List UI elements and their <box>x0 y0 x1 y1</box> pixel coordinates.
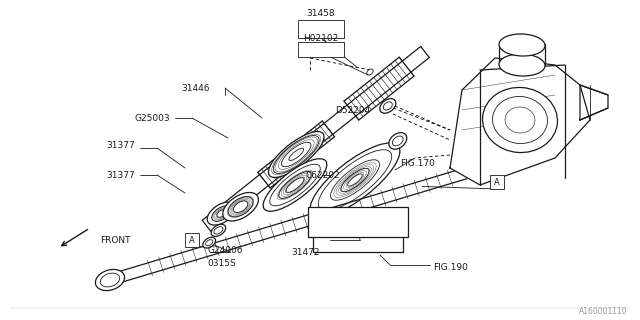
Text: G25003: G25003 <box>134 114 170 123</box>
Text: FIG.190: FIG.190 <box>433 263 468 273</box>
Text: D52204: D52204 <box>335 106 371 115</box>
Text: FIG.170: FIG.170 <box>400 158 435 167</box>
Text: 31446: 31446 <box>182 84 210 92</box>
Bar <box>308 207 408 237</box>
Ellipse shape <box>203 237 216 248</box>
Text: C62202: C62202 <box>305 171 340 180</box>
Text: 31377: 31377 <box>106 171 135 180</box>
Ellipse shape <box>310 143 400 217</box>
Text: H02102: H02102 <box>303 34 339 43</box>
Ellipse shape <box>223 192 259 221</box>
Text: A: A <box>494 178 500 187</box>
Bar <box>185 233 199 247</box>
Ellipse shape <box>367 69 373 75</box>
Text: 31377: 31377 <box>106 140 135 149</box>
Ellipse shape <box>499 34 545 56</box>
Text: 31472: 31472 <box>291 247 320 257</box>
Text: FRONT: FRONT <box>100 236 131 244</box>
Ellipse shape <box>263 159 327 211</box>
Bar <box>298 42 344 57</box>
Ellipse shape <box>380 99 396 113</box>
Ellipse shape <box>211 224 226 236</box>
Bar <box>298 20 344 38</box>
Text: 0315S: 0315S <box>207 259 236 268</box>
Bar <box>490 175 504 189</box>
Ellipse shape <box>483 87 557 153</box>
Polygon shape <box>344 57 414 120</box>
Text: G24006: G24006 <box>207 245 243 254</box>
Ellipse shape <box>95 269 125 291</box>
Text: A160001110: A160001110 <box>579 308 628 316</box>
Polygon shape <box>450 58 590 185</box>
Ellipse shape <box>207 202 236 225</box>
Text: 31458: 31458 <box>307 9 335 18</box>
Ellipse shape <box>499 54 545 76</box>
Ellipse shape <box>389 133 407 149</box>
Text: A: A <box>189 236 195 244</box>
Ellipse shape <box>268 132 324 178</box>
Polygon shape <box>258 121 335 188</box>
Polygon shape <box>580 85 608 120</box>
